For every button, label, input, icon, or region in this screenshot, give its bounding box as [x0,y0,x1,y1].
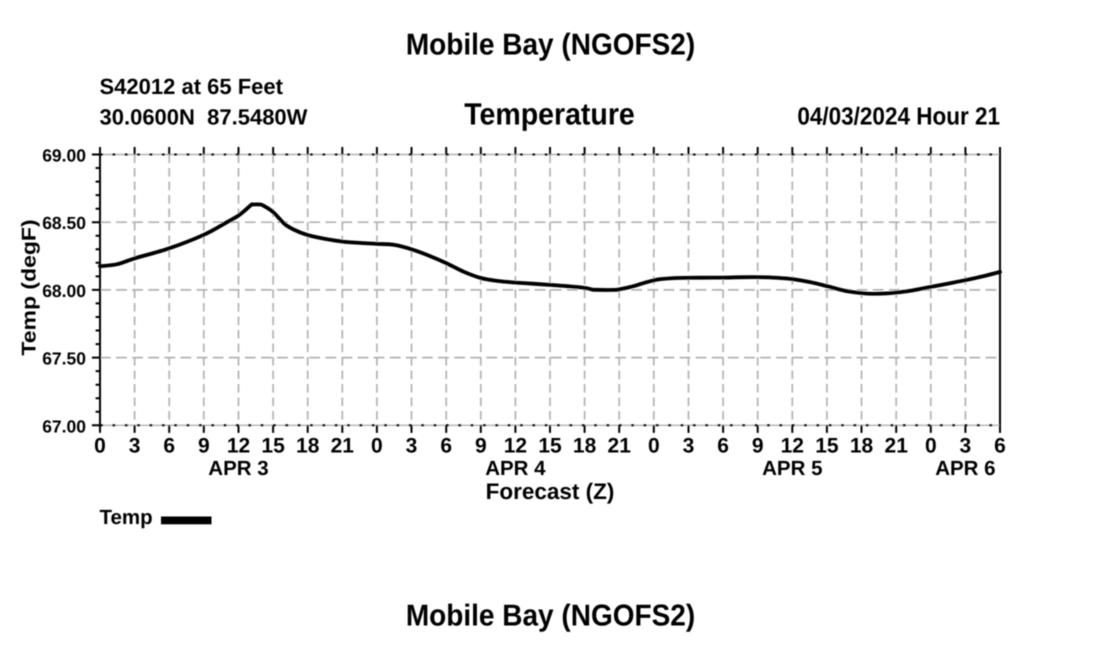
svg-text:18: 18 [573,434,597,457]
svg-text:9: 9 [198,434,210,457]
svg-text:3: 3 [960,434,972,457]
svg-text:0: 0 [648,434,660,457]
svg-text:15: 15 [538,434,562,457]
svg-text:APR 3: APR 3 [208,457,268,480]
svg-text:21: 21 [331,434,355,457]
svg-text:30.0600N 87.5480W: 30.0600N 87.5480W [100,105,308,130]
svg-text:6: 6 [440,434,452,457]
svg-text:0: 0 [94,434,106,457]
svg-text:15: 15 [261,434,285,457]
svg-text:Mobile Bay (NGOFS2): Mobile Bay (NGOFS2) [406,599,695,632]
svg-text:68.50: 68.50 [42,213,86,233]
svg-text:Forecast (Z): Forecast (Z) [486,479,615,504]
svg-text:21: 21 [608,434,632,457]
svg-text:18: 18 [850,434,874,457]
svg-text:69.00: 69.00 [42,146,86,166]
svg-text:APR 5: APR 5 [762,457,822,480]
svg-text:04/03/2024 Hour 21: 04/03/2024 Hour 21 [797,103,1000,131]
svg-text:12: 12 [227,434,250,457]
svg-text:Temp: Temp [100,506,153,529]
svg-text:12: 12 [504,434,527,457]
svg-text:6: 6 [717,434,729,457]
svg-text:0: 0 [925,434,937,457]
svg-text:0: 0 [371,434,383,457]
svg-text:Temperature: Temperature [464,98,635,132]
svg-text:67.00: 67.00 [42,416,86,436]
svg-text:6: 6 [994,434,1006,457]
svg-text:67.50: 67.50 [42,349,86,369]
svg-text:APR 4: APR 4 [485,457,546,480]
svg-text:Temp (degF): Temp (degF) [17,219,39,355]
svg-text:3: 3 [683,434,695,457]
svg-text:68.00: 68.00 [42,281,86,301]
svg-text:9: 9 [475,434,487,457]
svg-text:3: 3 [129,434,141,457]
svg-text:12: 12 [781,434,804,457]
svg-text:S42012 at 65 Feet: S42012 at 65 Feet [100,74,284,99]
svg-text:APR 6: APR 6 [935,457,995,480]
svg-text:21: 21 [885,434,909,457]
svg-text:6: 6 [163,434,175,457]
svg-text:15: 15 [815,434,839,457]
svg-text:3: 3 [406,434,418,457]
svg-text:Mobile Bay (NGOFS2): Mobile Bay (NGOFS2) [406,27,695,60]
svg-text:9: 9 [752,434,764,457]
svg-text:18: 18 [296,434,320,457]
